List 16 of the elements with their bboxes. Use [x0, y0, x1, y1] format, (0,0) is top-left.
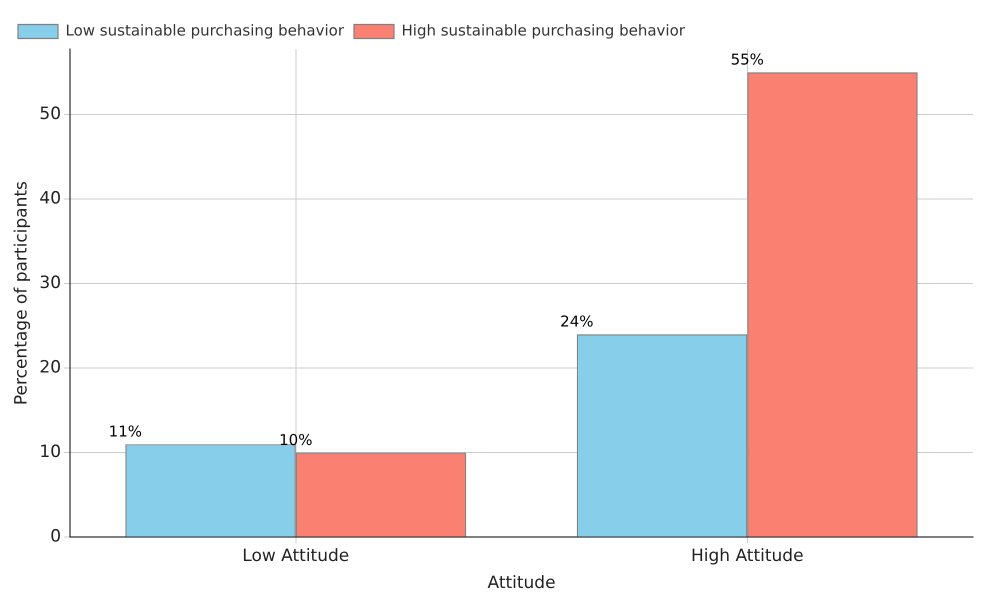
- y-tick-label: 10: [39, 442, 62, 462]
- x-axis-title: Attitude: [487, 573, 556, 594]
- data-label: 11%: [108, 422, 142, 441]
- y-tick-label: 30: [39, 273, 62, 294]
- data-label: 10%: [279, 431, 312, 450]
- y-tick-label: 0: [50, 526, 62, 547]
- x-tick-label: High Attitude: [690, 546, 804, 566]
- legend-label: High sustainable purchasing behavior: [401, 21, 686, 40]
- data-label: 55%: [730, 50, 764, 69]
- legend-label: Low sustainable purchasing behavior: [66, 21, 345, 40]
- y-axis-title: Percentage of participants: [12, 180, 32, 406]
- y-tick-label: 50: [39, 104, 62, 124]
- y-tick-label: 40: [39, 188, 62, 208]
- x-tick-label: Low Attitude: [242, 546, 350, 566]
- y-tick-label: 20: [39, 358, 62, 378]
- data-label: 24%: [560, 312, 594, 331]
